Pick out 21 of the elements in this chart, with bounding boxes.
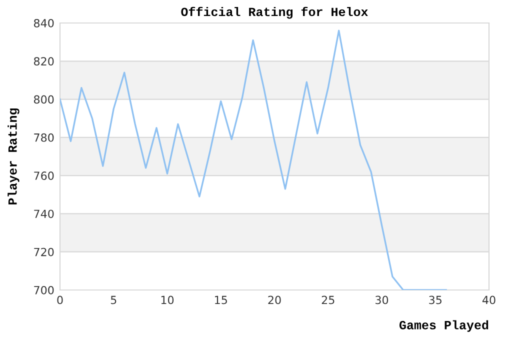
x-tick-label: 20 (268, 296, 281, 304)
x-axis-title: Games Played (399, 320, 488, 332)
x-tick-label: 35 (429, 296, 442, 304)
y-tick-label: 700 (34, 286, 54, 294)
y-tick-label: 780 (34, 133, 54, 142)
y-tick-label: 840 (34, 18, 54, 28)
y-tick-label: 740 (34, 210, 54, 218)
x-tick-label: 30 (376, 296, 388, 304)
y-tick-label: 760 (34, 172, 54, 180)
y-tick-label: 800 (34, 95, 54, 104)
x-tick-label: 15 (215, 296, 227, 304)
x-tick-label: 5 (110, 296, 116, 304)
y-axis-title: Player Rating (8, 108, 20, 204)
line-series (60, 30, 447, 290)
x-tick-label: 40 (482, 296, 496, 304)
y-tick-label: 820 (34, 57, 54, 66)
x-tick-label: 25 (322, 296, 334, 304)
y-tick-label: 720 (34, 248, 54, 256)
x-tick-label: 10 (161, 296, 174, 304)
chart-title: Official Rating for Helox (181, 6, 368, 19)
x-tick-label: 0 (57, 296, 63, 304)
